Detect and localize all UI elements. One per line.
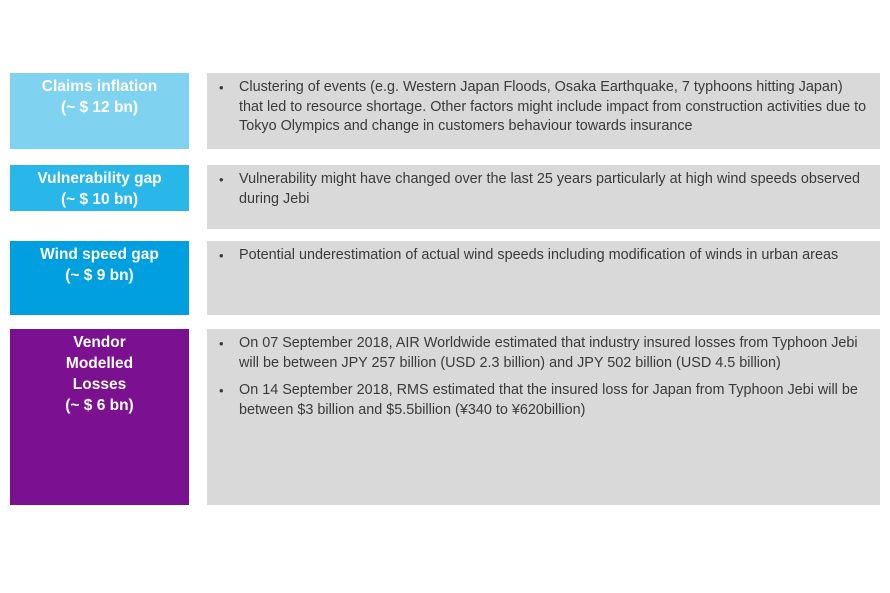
- label-amount: (~ $ 6 bn): [65, 397, 134, 414]
- bullet-item: • Clustering of events (e.g. Western Jap…: [219, 78, 868, 137]
- label-wind-speed-gap: Wind speed gap (~ $ 9 bn): [10, 241, 189, 315]
- label-title-line: Vendor: [73, 334, 126, 351]
- bullet-marker: •: [219, 172, 224, 187]
- bullet-marker: •: [219, 248, 224, 263]
- bullet-marker: •: [219, 383, 224, 398]
- label-amount: (~ $ 10 bn): [60, 191, 139, 208]
- bullet-item: • Potential underestimation of actual wi…: [219, 246, 868, 266]
- bullet-text: On 14 September 2018, RMS estimated that…: [239, 382, 858, 418]
- bullet-item: • On 14 September 2018, RMS estimated th…: [219, 381, 868, 420]
- label-title-line: Modelled: [65, 355, 134, 372]
- label-title: Claims inflation: [41, 78, 158, 95]
- label-title: Wind speed gap: [40, 246, 159, 263]
- desc-vulnerability-gap: • Vulnerability might have changed over …: [207, 165, 880, 229]
- label-vendor-modelled-losses: Vendor Modelled Losses (~ $ 6 bn): [10, 329, 189, 505]
- bullet-text: Potential underestimation of actual wind…: [239, 247, 839, 263]
- bullet-text: Vulnerability might have changed over th…: [239, 171, 861, 207]
- label-title: Vulnerability gap: [37, 170, 162, 187]
- desc-wind-speed-gap: • Potential underestimation of actual wi…: [207, 241, 880, 315]
- bullet-marker: •: [219, 336, 224, 351]
- bullet-marker: •: [219, 80, 224, 95]
- bullet-item: • On 07 September 2018, AIR Worldwide es…: [219, 334, 868, 373]
- bullet-item: • Vulnerability might have changed over …: [219, 170, 868, 209]
- label-claims-inflation: Claims inflation (~ $ 12 bn): [10, 73, 189, 149]
- label-amount: (~ $ 12 bn): [60, 99, 139, 116]
- label-vulnerability-gap: Vulnerability gap (~ $ 10 bn): [10, 165, 189, 211]
- label-amount: (~ $ 9 bn): [65, 267, 134, 284]
- bullet-text: Clustering of events (e.g. Western Japan…: [239, 79, 867, 134]
- desc-vendor-modelled-losses: • On 07 September 2018, AIR Worldwide es…: [207, 329, 880, 505]
- label-title-line: Losses: [72, 376, 127, 393]
- bullet-text: On 07 September 2018, AIR Worldwide esti…: [239, 335, 858, 371]
- desc-claims-inflation: • Clustering of events (e.g. Western Jap…: [207, 73, 880, 149]
